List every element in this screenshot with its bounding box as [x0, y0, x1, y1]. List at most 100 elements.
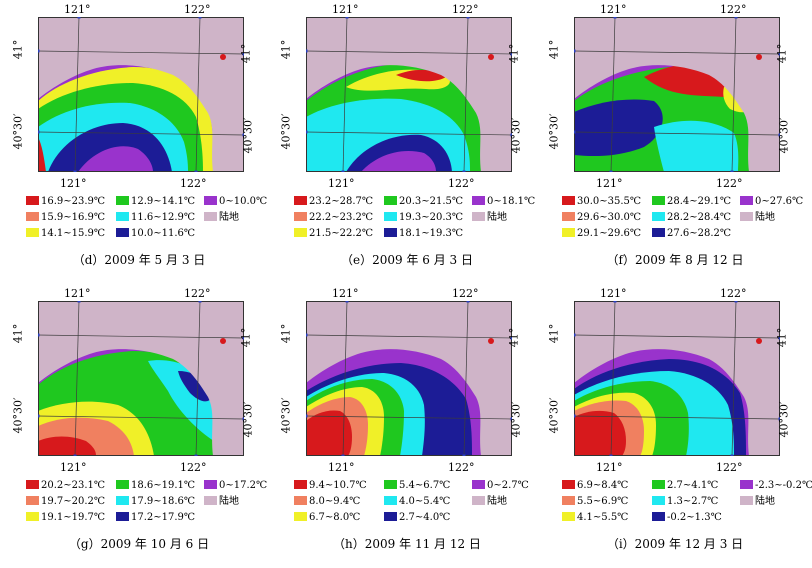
- legend-swatch: [740, 196, 753, 205]
- graticule-marker: [242, 52, 244, 56]
- legend-item: -0.2~1.3℃: [652, 511, 722, 525]
- graticule-marker: [778, 133, 780, 137]
- graticule-marker: [466, 17, 470, 19]
- map-legend: 9.4~10.7℃ 5.4~6.7℃ 0~2.7℃ 8.0~9.4℃ 4.0~5.4℃ 陆…: [274, 479, 536, 527]
- legend-swatch: [204, 480, 217, 489]
- legend-label: 27.6~28.2℃: [667, 228, 732, 239]
- graticule-marker: [341, 170, 345, 172]
- legend-label: 28.4~29.1℃: [667, 196, 732, 207]
- legend-swatch: [652, 228, 665, 237]
- legend-label: 28.2~28.4℃: [667, 212, 732, 223]
- map-panel: 121° 122° 121° 122° 41° 40°30′ 41° 40°30′ 16.9~2…: [4, 0, 274, 284]
- legend-label: 12.9~14.1℃: [131, 196, 196, 207]
- graticule-marker: [574, 333, 576, 337]
- land-area: [574, 17, 780, 172]
- legend-item: 19.7~20.2℃: [26, 495, 105, 509]
- graticule-marker: [613, 301, 617, 303]
- legend-swatch: [26, 196, 39, 205]
- legend-swatch: [116, 480, 129, 489]
- legend-label: 20.2~23.1℃: [41, 480, 106, 491]
- legend-label: 陆地: [755, 212, 775, 223]
- legend-item: 29.1~29.6℃: [562, 227, 641, 241]
- panel-caption: （d）2009 年 5 月 3 日: [72, 253, 206, 267]
- panel-caption: （f）2009 年 8 月 12 日: [606, 253, 744, 267]
- land-area: [306, 301, 512, 456]
- coordinate-label: 121°: [332, 287, 359, 300]
- parallel-line: [38, 415, 244, 420]
- legend-label: 2.7~4.0℃: [399, 512, 451, 523]
- legend-swatch: [294, 196, 307, 205]
- graticule-marker: [38, 49, 40, 53]
- temperature-zone: [574, 410, 626, 456]
- temperature-zone: [361, 151, 436, 172]
- coordinate-label: 41°: [547, 39, 561, 60]
- coordinate-label: 122°: [716, 461, 743, 474]
- graticule-marker: [77, 17, 81, 19]
- legend-swatch: [652, 496, 665, 505]
- map-panel: 121° 122° 121° 122° 41° 40°30′ 41° 40°30′ 6.9~8.…: [540, 284, 812, 568]
- legend-item: 12.9~14.1℃: [116, 195, 195, 209]
- legend-item: 23.2~28.7℃: [294, 195, 373, 209]
- legend-swatch: [294, 496, 307, 505]
- meridian-line: [195, 301, 201, 456]
- graticule-marker: [510, 336, 512, 340]
- legend-label: 9.4~10.7℃: [309, 480, 367, 491]
- coordinate-label: 40°30′: [279, 113, 293, 150]
- legend-swatch: [116, 212, 129, 221]
- legend-item: 28.2~28.4℃: [652, 211, 731, 225]
- graticule-marker: [38, 130, 40, 134]
- parallel-line: [574, 50, 780, 55]
- graticule-marker: [462, 454, 466, 456]
- map-frame: [306, 17, 512, 172]
- graticule-marker: [306, 130, 308, 134]
- parallel-line: [306, 131, 512, 136]
- sst-map: [574, 301, 780, 456]
- map-panel: 121° 122° 121° 122° 41° 40°30′ 41° 40°30′ 30.0~3…: [540, 0, 810, 284]
- legend-label: 陆地: [219, 496, 239, 507]
- meridian-line: [731, 301, 737, 456]
- legend-item: 陆地: [740, 495, 775, 509]
- legend-swatch: [26, 496, 39, 505]
- legend-label: 29.1~29.6℃: [577, 228, 642, 239]
- legend-item: 30.0~35.5℃: [562, 195, 641, 209]
- temperature-zone: [38, 436, 96, 456]
- legend-label: 2.7~4.1℃: [667, 480, 719, 491]
- legend-item: 19.3~20.3℃: [384, 211, 463, 225]
- coastal-speck: [756, 54, 762, 60]
- graticule-marker: [734, 301, 738, 303]
- coordinate-label: 41°: [239, 43, 253, 64]
- graticule-marker: [466, 301, 470, 303]
- coordinate-label: 40°30′: [547, 397, 561, 434]
- map-legend: 30.0~35.5℃ 28.4~29.1℃ 0~27.6℃ 29.6~30.0℃ 28.…: [542, 195, 804, 243]
- legend-label: 0~17.2℃: [219, 480, 268, 491]
- coordinate-label: 121°: [64, 3, 91, 16]
- legend-label: 陆地: [487, 496, 507, 507]
- graticule-marker: [734, 17, 738, 19]
- parallel-line: [306, 415, 512, 420]
- legend-label: 8.0~9.4℃: [309, 496, 361, 507]
- legend-item: 9.4~10.7℃: [294, 479, 367, 493]
- legend-item: 陆地: [472, 495, 507, 509]
- coordinate-label: 41°: [239, 327, 253, 348]
- sst-map: [38, 17, 244, 172]
- coordinate-label: 40°30′: [547, 113, 561, 150]
- legend-item: 20.2~23.1℃: [26, 479, 105, 493]
- legend-item: 5.5~6.9℃: [562, 495, 628, 509]
- meridian-line: [463, 301, 469, 456]
- legend-item: 2.7~4.1℃: [652, 479, 718, 493]
- coordinate-label: 40°30′: [11, 397, 25, 434]
- legend-swatch: [740, 480, 753, 489]
- graticule-marker: [73, 454, 77, 456]
- legend-swatch: [384, 512, 397, 521]
- graticule-marker: [613, 17, 617, 19]
- coordinate-label: 122°: [452, 287, 479, 300]
- coastal-speck: [220, 338, 226, 344]
- legend-label: 11.6~12.9℃: [131, 212, 196, 223]
- sst-map: [306, 17, 512, 172]
- legend-label: 15.9~16.9℃: [41, 212, 106, 223]
- legend-swatch: [204, 196, 217, 205]
- panel-caption: （g）2009 年 10 月 6 日: [68, 537, 210, 551]
- meridian-line: [342, 17, 348, 172]
- legend-swatch: [652, 480, 665, 489]
- parallel-line: [574, 415, 780, 420]
